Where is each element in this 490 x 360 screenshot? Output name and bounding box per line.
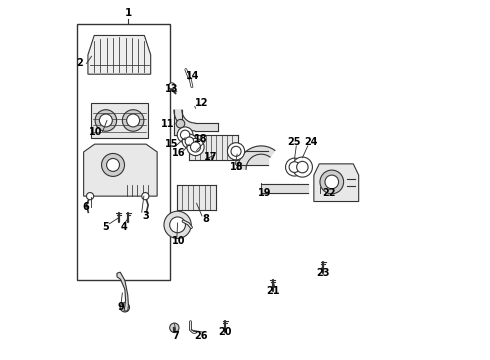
Text: 15: 15: [165, 139, 178, 149]
Text: 6: 6: [82, 202, 89, 212]
Circle shape: [101, 153, 124, 176]
Text: 3: 3: [142, 211, 148, 221]
Circle shape: [296, 161, 308, 173]
Circle shape: [182, 134, 196, 148]
Polygon shape: [117, 272, 128, 311]
Circle shape: [120, 303, 129, 312]
Circle shape: [99, 114, 112, 127]
Text: 18: 18: [230, 162, 244, 172]
Circle shape: [126, 114, 140, 127]
Polygon shape: [314, 164, 359, 202]
Circle shape: [286, 158, 303, 176]
Text: 2: 2: [76, 58, 83, 68]
Circle shape: [107, 158, 120, 171]
Bar: [91, 103, 148, 138]
Text: 26: 26: [195, 331, 208, 341]
Circle shape: [164, 211, 191, 238]
Circle shape: [87, 193, 94, 200]
Circle shape: [95, 110, 117, 131]
Circle shape: [293, 157, 313, 177]
Circle shape: [142, 193, 149, 200]
Text: 14: 14: [186, 71, 200, 81]
Circle shape: [170, 217, 186, 233]
Text: 21: 21: [266, 286, 280, 296]
Circle shape: [289, 162, 300, 172]
Text: 23: 23: [317, 268, 330, 278]
Text: 18: 18: [195, 134, 208, 144]
Text: 1: 1: [125, 8, 132, 18]
Circle shape: [169, 83, 175, 89]
Circle shape: [320, 170, 343, 194]
Text: 8: 8: [202, 215, 209, 224]
Circle shape: [227, 143, 245, 160]
Text: 5: 5: [102, 222, 109, 232]
Bar: [77, 24, 170, 280]
Text: 17: 17: [204, 152, 218, 162]
Text: 20: 20: [219, 327, 232, 337]
Text: 13: 13: [165, 84, 178, 94]
Circle shape: [176, 120, 185, 128]
Text: 11: 11: [161, 120, 174, 129]
Polygon shape: [174, 110, 195, 131]
Circle shape: [231, 146, 241, 156]
Circle shape: [187, 138, 204, 156]
Circle shape: [325, 175, 339, 189]
Circle shape: [122, 110, 144, 131]
Text: 12: 12: [195, 98, 209, 108]
Text: 9: 9: [118, 302, 124, 312]
Text: 25: 25: [288, 138, 301, 147]
Circle shape: [191, 142, 200, 152]
Text: 10: 10: [172, 236, 185, 246]
Text: 19: 19: [258, 188, 271, 198]
Circle shape: [177, 127, 193, 143]
Polygon shape: [88, 36, 151, 74]
Polygon shape: [238, 146, 275, 169]
Polygon shape: [84, 144, 157, 196]
Circle shape: [185, 137, 194, 145]
Text: 10: 10: [90, 127, 103, 136]
Text: 24: 24: [305, 138, 318, 147]
Text: 22: 22: [322, 188, 336, 198]
Text: 16: 16: [172, 148, 185, 158]
Text: 7: 7: [173, 331, 179, 341]
Circle shape: [170, 323, 179, 332]
Circle shape: [180, 130, 190, 139]
Text: 4: 4: [121, 222, 127, 232]
